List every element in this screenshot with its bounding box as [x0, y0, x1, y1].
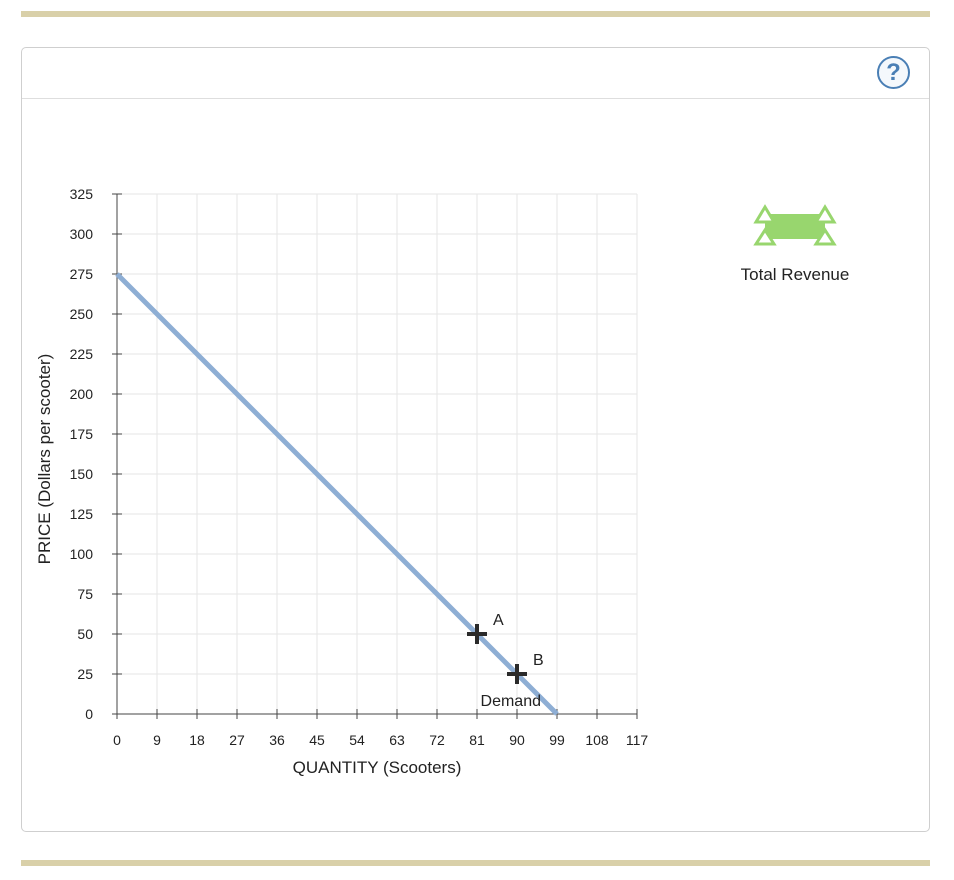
x-tick-label: 117 — [626, 732, 649, 748]
help-icon: ? — [886, 59, 901, 86]
y-tick-label: 25 — [77, 666, 93, 682]
y-tick-label: 300 — [70, 226, 94, 242]
x-tick-label: 27 — [229, 732, 245, 748]
x-axis-label: QUANTITY (Scooters) — [293, 758, 462, 777]
y-axis-label: PRICE (Dollars per scooter) — [35, 354, 54, 565]
total-revenue-tool-icon[interactable] — [752, 200, 838, 246]
tool-palette: Total Revenue — [700, 200, 890, 285]
x-tick-label: 90 — [509, 732, 525, 748]
chart-points: AB — [467, 612, 544, 684]
bottom-rule — [21, 860, 930, 866]
x-tick-label: 54 — [349, 732, 365, 748]
y-tick-label: 75 — [77, 586, 93, 602]
chart-series: Demand — [115, 272, 559, 716]
x-tick-label: 63 — [389, 732, 405, 748]
x-tick-label: 0 — [113, 732, 121, 748]
demand-curve-label: Demand — [481, 693, 541, 710]
x-tick-label: 36 — [269, 732, 285, 748]
help-button[interactable]: ? — [877, 56, 910, 89]
y-tick-label: 225 — [70, 346, 94, 362]
point-label-a: A — [493, 612, 504, 629]
x-tick-label: 108 — [585, 732, 609, 748]
x-tick-label: 99 — [549, 732, 565, 748]
x-tick-label: 9 — [153, 732, 161, 748]
point-marker-v — [515, 664, 519, 684]
point-marker-v — [475, 624, 479, 644]
chart-axes: 0 25 50 75 100 125 150 175 200 225 250 275 300 325 0 9 1… — [70, 186, 649, 748]
chart-grid — [116, 193, 638, 715]
y-tick-label: 250 — [70, 306, 94, 322]
y-tick-label: 50 — [77, 626, 93, 642]
top-rule — [21, 11, 930, 17]
y-tick-label: 100 — [70, 546, 94, 562]
x-tick-label: 81 — [469, 732, 485, 748]
x-tick-label: 18 — [189, 732, 205, 748]
demand-curve — [115, 272, 559, 716]
y-tick-label: 325 — [70, 186, 94, 202]
y-tick-label: 0 — [85, 706, 93, 722]
total-revenue-label: Total Revenue — [740, 265, 850, 284]
panel-header: ? — [22, 48, 929, 99]
y-tick-label: 175 — [70, 426, 94, 442]
x-tick-label: 72 — [429, 732, 445, 748]
point-label-b: B — [533, 652, 544, 669]
y-tick-label: 150 — [70, 466, 94, 482]
graph-panel: ? — [21, 47, 930, 832]
y-tick-label: 125 — [70, 506, 94, 522]
x-tick-label: 45 — [309, 732, 325, 748]
y-tick-label: 200 — [70, 386, 94, 402]
y-tick-label: 275 — [70, 266, 94, 282]
